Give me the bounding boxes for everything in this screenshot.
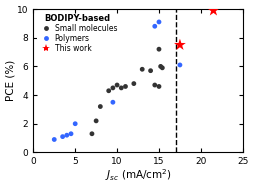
Point — [61, 135, 65, 138]
Point — [157, 20, 161, 23]
Point — [69, 132, 73, 135]
Point — [65, 134, 69, 137]
X-axis label: $J_{sc}$ (mA/cm$^2$): $J_{sc}$ (mA/cm$^2$) — [105, 168, 171, 184]
Point — [132, 82, 136, 85]
Point — [158, 65, 163, 68]
Point — [94, 119, 98, 122]
Point — [119, 86, 123, 89]
Point — [123, 85, 128, 88]
Point — [157, 48, 161, 51]
Point — [98, 105, 102, 108]
Point — [211, 9, 215, 12]
Point — [153, 84, 157, 87]
Y-axis label: PCE (%): PCE (%) — [6, 60, 15, 101]
Point — [178, 64, 182, 67]
Point — [149, 69, 153, 72]
Point — [140, 68, 144, 71]
Point — [73, 122, 77, 125]
Point — [90, 132, 94, 135]
Point — [107, 89, 111, 92]
Point — [111, 101, 115, 104]
Point — [52, 138, 56, 141]
Point — [153, 25, 157, 28]
Point — [160, 66, 164, 69]
Legend: Small molecules, Polymers, This work: Small molecules, Polymers, This work — [36, 12, 119, 55]
Point — [111, 86, 115, 89]
Point — [178, 43, 182, 46]
Point — [115, 84, 119, 87]
Point — [157, 85, 161, 88]
